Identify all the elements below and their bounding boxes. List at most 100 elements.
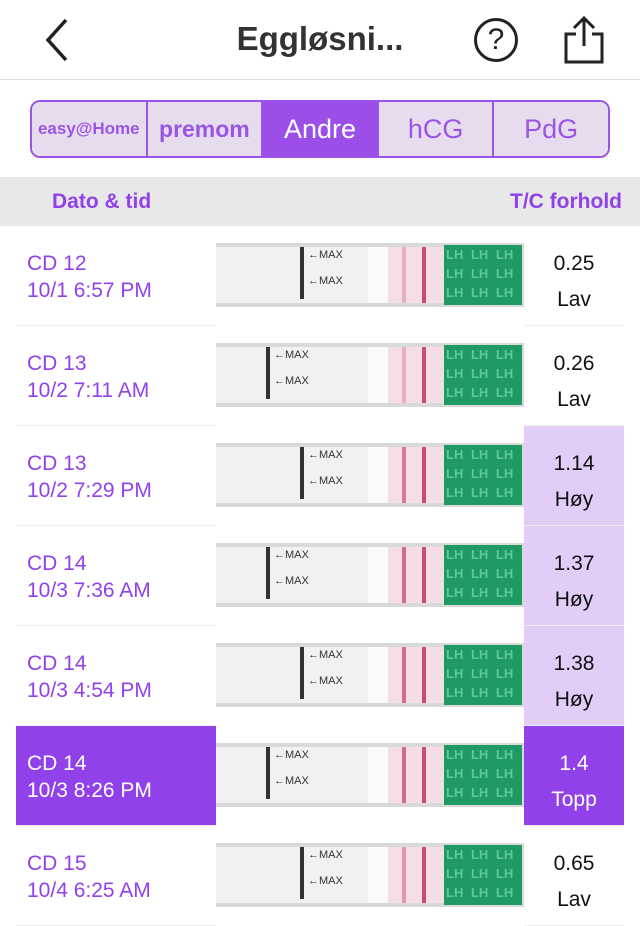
ratio-cell: 1.38 Høy [524, 626, 624, 726]
tc-ratio: 1.4 [559, 752, 589, 775]
control-line [422, 547, 426, 603]
chevron-left-icon[interactable] [40, 16, 76, 64]
control-line [422, 247, 426, 303]
lh-label: LH LH LH LH LH LH LH LH LH LH LH LH [444, 345, 522, 405]
max-label: ←MAX [274, 575, 309, 587]
max-label: ←MAX [308, 649, 343, 661]
question-circle-icon[interactable]: ? [474, 18, 518, 62]
tab-andre[interactable]: Andre [263, 102, 379, 156]
test-strip-image: ←MAX ←MAX LH LH LH LH LH LH LH LH LH LH … [216, 243, 524, 307]
test-strip-image: ←MAX ←MAX LH LH LH LH LH LH LH LH LH LH … [216, 543, 524, 607]
cycle-day: CD 12 [27, 252, 87, 275]
cycle-day: CD 14 [27, 652, 87, 675]
cycle-day: CD 13 [27, 352, 87, 375]
list-header: Dato & tid T/C forhold [0, 177, 640, 226]
test-line [402, 247, 406, 303]
test-strip-image: ←MAX ←MAX LH LH LH LH LH LH LH LH LH LH … [216, 343, 524, 407]
date-cell: CD 13 10/2 7:11 AM [16, 326, 216, 426]
control-line [422, 447, 426, 503]
tc-ratio: 1.37 [553, 552, 595, 575]
tab-easyhome[interactable]: easy@Home [32, 102, 148, 156]
test-time: 10/3 4:54 PM [27, 679, 152, 702]
test-time: 10/4 6:25 AM [27, 879, 151, 902]
date-cell: CD 14 10/3 4:54 PM [16, 626, 216, 726]
test-time: 10/2 7:11 AM [27, 379, 150, 402]
test-strip-image: ←MAX ←MAX LH LH LH LH LH LH LH LH LH LH … [216, 743, 524, 807]
lh-level: Lav [557, 288, 591, 311]
date-cell: CD 15 10/4 6:25 AM [16, 826, 216, 926]
control-line [422, 847, 426, 903]
tab-premom[interactable]: premom [147, 102, 264, 156]
lh-label: LH LH LH LH LH LH LH LH LH LH LH LH [444, 845, 522, 905]
lh-level: Høy [554, 488, 594, 511]
cycle-day: CD 14 [27, 752, 87, 775]
test-line [402, 847, 406, 903]
cycle-day: CD 14 [27, 552, 87, 575]
tc-ratio: 0.25 [553, 252, 595, 275]
tab-hcg[interactable]: hCG [378, 102, 495, 156]
max-label: ←MAX [274, 349, 309, 361]
lh-label: LH LH LH LH LH LH LH LH LH LH LH LH [444, 545, 522, 605]
test-line [402, 647, 406, 703]
lh-level: Høy [554, 688, 594, 711]
ratio-cell: 1.37 Høy [524, 526, 624, 626]
lh-level: Lav [557, 388, 591, 411]
max-label: ←MAX [308, 475, 343, 487]
test-time: 10/3 7:36 AM [27, 579, 151, 602]
ratio-cell: 1.14 Høy [524, 426, 624, 526]
control-line [422, 747, 426, 803]
table-row[interactable]: CD 14 10/3 8:26 PM ←MAX ←MAX LH LH LH LH… [0, 726, 640, 826]
test-strip-image: ←MAX ←MAX LH LH LH LH LH LH LH LH LH LH … [216, 843, 524, 907]
tc-ratio: 1.38 [553, 652, 595, 675]
max-label: ←MAX [308, 675, 343, 687]
test-strip-image: ←MAX ←MAX LH LH LH LH LH LH LH LH LH LH … [216, 443, 524, 507]
max-label: ←MAX [308, 849, 343, 861]
test-line [402, 347, 406, 403]
control-line [422, 647, 426, 703]
share-icon[interactable] [562, 16, 606, 64]
lh-label: LH LH LH LH LH LH LH LH LH LH LH LH [444, 745, 522, 805]
ratio-cell: 1.4 Topp [524, 726, 624, 826]
lh-level: Høy [554, 588, 594, 611]
tab-pdg[interactable]: PdG [494, 102, 608, 156]
lh-label: LH LH LH LH LH LH LH LH LH LH LH LH [444, 245, 522, 305]
lh-label: LH LH LH LH LH LH LH LH LH LH LH LH [444, 645, 522, 705]
max-label: ←MAX [274, 749, 309, 761]
table-row[interactable]: CD 14 10/3 4:54 PM ←MAX ←MAX LH LH LH LH… [0, 626, 640, 726]
date-cell: CD 12 10/1 6:57 PM [16, 226, 216, 326]
date-cell: CD 14 10/3 8:26 PM [16, 726, 216, 826]
table-row[interactable]: CD 13 10/2 7:29 PM ←MAX ←MAX LH LH LH LH… [0, 426, 640, 526]
max-label: ←MAX [308, 275, 343, 287]
ratio-cell: 0.65 Lav [524, 826, 624, 926]
lh-label: LH LH LH LH LH LH LH LH LH LH LH LH [444, 445, 522, 505]
max-label: ←MAX [274, 549, 309, 561]
ratio-cell: 0.25 Lav [524, 226, 624, 326]
table-row[interactable]: CD 14 10/3 7:36 AM ←MAX ←MAX LH LH LH LH… [0, 526, 640, 626]
test-time: 10/2 7:29 PM [27, 479, 152, 502]
brand-tabs: easy@Home premom Andre hCG PdG [30, 100, 610, 158]
test-line [402, 747, 406, 803]
test-strip-image: ←MAX ←MAX LH LH LH LH LH LH LH LH LH LH … [216, 643, 524, 707]
tc-ratio: 0.65 [553, 852, 595, 875]
table-row[interactable]: CD 15 10/4 6:25 AM ←MAX ←MAX LH LH LH LH… [0, 826, 640, 926]
max-label: ←MAX [274, 375, 309, 387]
control-line [422, 347, 426, 403]
tc-ratio: 1.14 [553, 452, 595, 475]
ratio-column-header: T/C forhold [510, 190, 622, 213]
test-line [402, 447, 406, 503]
max-label: ←MAX [308, 449, 343, 461]
cycle-day: CD 13 [27, 452, 87, 475]
page-title: Eggløsni... [236, 20, 404, 57]
table-row[interactable]: CD 12 10/1 6:57 PM ←MAX ←MAX LH LH LH LH… [0, 226, 640, 326]
table-row[interactable]: CD 13 10/2 7:11 AM ←MAX ←MAX LH LH LH LH… [0, 326, 640, 426]
max-label: ←MAX [308, 249, 343, 261]
cycle-day: CD 15 [27, 852, 87, 875]
test-time: 10/3 8:26 PM [27, 779, 152, 802]
test-line [402, 547, 406, 603]
date-column-header: Dato & tid [52, 190, 152, 213]
ratio-cell: 0.26 Lav [524, 326, 624, 426]
date-cell: CD 14 10/3 7:36 AM [16, 526, 216, 626]
max-label: ←MAX [274, 775, 309, 787]
max-label: ←MAX [308, 875, 343, 887]
date-cell: CD 13 10/2 7:29 PM [16, 426, 216, 526]
